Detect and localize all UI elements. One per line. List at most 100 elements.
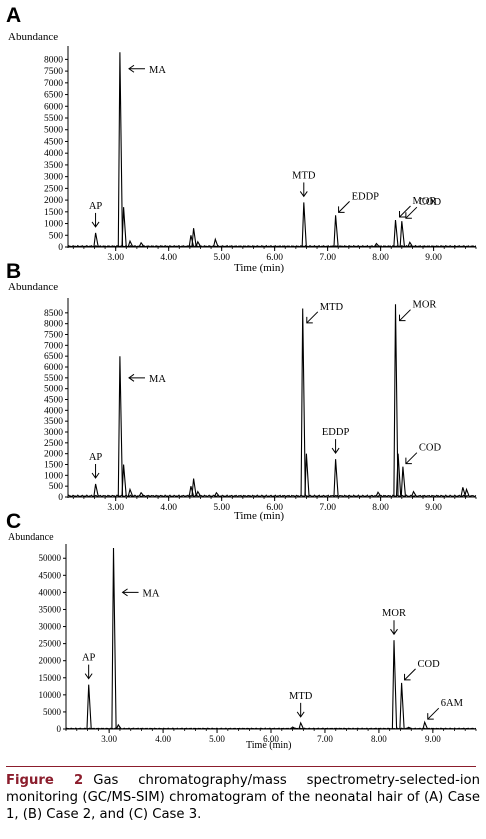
y-tick-label: 25000 xyxy=(39,639,62,649)
baseline-trace xyxy=(67,244,477,248)
x-tick-label: 5.00 xyxy=(213,503,230,513)
annotation-arrow xyxy=(405,452,418,465)
y-tick-label: 50000 xyxy=(39,553,62,563)
arrow-head xyxy=(128,64,135,73)
chromatogram-a: 0500100015002000250030003500400045005000… xyxy=(44,46,477,263)
y-tick-label: 7000 xyxy=(44,341,63,351)
peak-label: MA xyxy=(149,374,166,385)
peak-label: MTD xyxy=(320,302,344,313)
annotation-arrow xyxy=(404,668,416,681)
x-tick-label: 6.00 xyxy=(263,734,279,744)
y-tick-label: 7500 xyxy=(44,67,63,77)
chromatogram-panel-a: A Abundance 0 500 1000 1500 2000 2500 3000 3500… xyxy=(0,4,486,274)
y-tick-label: 2500 xyxy=(44,184,63,194)
caption-text: Gas chromatography/mass spectrometry-sel… xyxy=(6,773,480,822)
x-tick-label: 5.00 xyxy=(209,734,225,744)
y-tick-label: 0 xyxy=(58,243,63,253)
chromatogram-peak xyxy=(411,490,417,497)
x-tick-label: 4.00 xyxy=(160,253,177,263)
arrow-head xyxy=(405,212,412,219)
y-tick-label: 2000 xyxy=(44,450,63,460)
y-tick-label: 5500 xyxy=(44,374,63,384)
peak-label: MTD xyxy=(292,170,316,181)
x-tick-label: 4.00 xyxy=(160,503,177,513)
y-tick-label: 5500 xyxy=(44,114,63,124)
x-axis-label: Time (min) xyxy=(234,262,285,274)
peak-label: EDDP xyxy=(322,427,350,438)
x-tick-label: 7.00 xyxy=(317,734,333,744)
y-tick-label: 0 xyxy=(58,493,63,503)
y-tick-label: 7500 xyxy=(44,331,63,341)
chromatogram-panel-b: B Abundance 0 500 1000 1500 2000 2500 3000 3500… xyxy=(0,260,486,528)
chromatogram-peak xyxy=(191,228,197,247)
x-tick-label: 5.00 xyxy=(213,253,230,263)
y-tick-label: 500 xyxy=(49,231,64,241)
peak-label: AP xyxy=(89,201,103,212)
chromatogram-peak xyxy=(139,491,145,497)
chromatogram-peak xyxy=(213,237,219,247)
chromatogram-peak xyxy=(395,453,402,496)
y-tick-label: 3500 xyxy=(44,417,63,427)
chromatogram-peak xyxy=(333,459,339,496)
baseline-trace xyxy=(67,494,477,498)
chromatogram-peak xyxy=(127,239,133,247)
arrow-head xyxy=(338,206,345,213)
chromatogram-peak xyxy=(111,547,117,729)
x-tick-label: 3.00 xyxy=(107,253,124,263)
chromatogram-peak xyxy=(393,304,399,496)
y-tick-label: 30000 xyxy=(39,622,62,632)
x-tick-label: 8.00 xyxy=(372,503,389,513)
arrow-head xyxy=(296,711,305,718)
y-tick-label: 7000 xyxy=(44,79,63,89)
chromatogram-peak xyxy=(375,491,381,497)
y-tick-label: 1500 xyxy=(44,208,63,218)
chromatogram-peak xyxy=(400,466,406,496)
y-tick-label: 4500 xyxy=(44,137,63,147)
x-tick-label: 7.00 xyxy=(319,503,336,513)
caption-divider xyxy=(6,766,476,767)
y-tick-label: 4000 xyxy=(44,149,63,159)
chromatogram-peak xyxy=(214,491,220,497)
chromatogram-peak xyxy=(391,640,398,729)
y-tick-label: 6500 xyxy=(44,352,63,362)
chromatogram-peak xyxy=(407,241,413,247)
chromatogram-peak xyxy=(301,202,307,247)
x-tick-label: 9.00 xyxy=(425,503,442,513)
arrow-head xyxy=(306,316,313,324)
peak-label: MTD xyxy=(289,691,313,702)
y-tick-label: 15000 xyxy=(39,673,62,683)
baseline-trace xyxy=(65,727,477,730)
arrow-head xyxy=(91,221,100,228)
y-tick-label: 45000 xyxy=(39,570,62,580)
chromatogram-peak xyxy=(333,215,339,247)
arrow-head xyxy=(91,472,100,479)
annotation-arrow xyxy=(427,707,440,720)
x-tick-label: 4.00 xyxy=(155,734,171,744)
y-tick-label: 1000 xyxy=(44,471,63,481)
y-tick-label: 4500 xyxy=(44,396,63,406)
chromatogram-b: 0500100015002000250030003500400045005000… xyxy=(44,298,477,513)
y-axis-label: Abundance xyxy=(8,532,54,543)
chromatogram-peak xyxy=(406,726,412,729)
y-tick-label: 4000 xyxy=(44,406,63,416)
x-tick-label: 7.00 xyxy=(319,253,336,263)
y-tick-label: 10000 xyxy=(39,690,62,700)
chromatogram-peak xyxy=(93,232,99,247)
y-tick-label: 8000 xyxy=(44,55,63,65)
y-tick-label: 3000 xyxy=(44,173,63,183)
chromatogram-peak xyxy=(139,241,145,247)
y-tick-label: 35000 xyxy=(39,604,62,614)
peak-label: COD xyxy=(419,197,442,208)
chromatogram-peak xyxy=(195,490,201,497)
peak-label: AP xyxy=(89,452,103,463)
arrow-head xyxy=(399,211,406,218)
x-tick-label: 9.00 xyxy=(425,734,441,744)
caption-label: Figure 2 xyxy=(6,773,84,788)
chromatogram-peak xyxy=(399,682,405,729)
chromatogram-peak xyxy=(127,487,134,497)
y-tick-label: 8000 xyxy=(44,320,63,330)
peak-label: EDDP xyxy=(352,191,380,202)
peak-label: MOR xyxy=(413,196,437,207)
arrow-head xyxy=(84,673,93,680)
chromatogram-peak xyxy=(86,684,92,729)
